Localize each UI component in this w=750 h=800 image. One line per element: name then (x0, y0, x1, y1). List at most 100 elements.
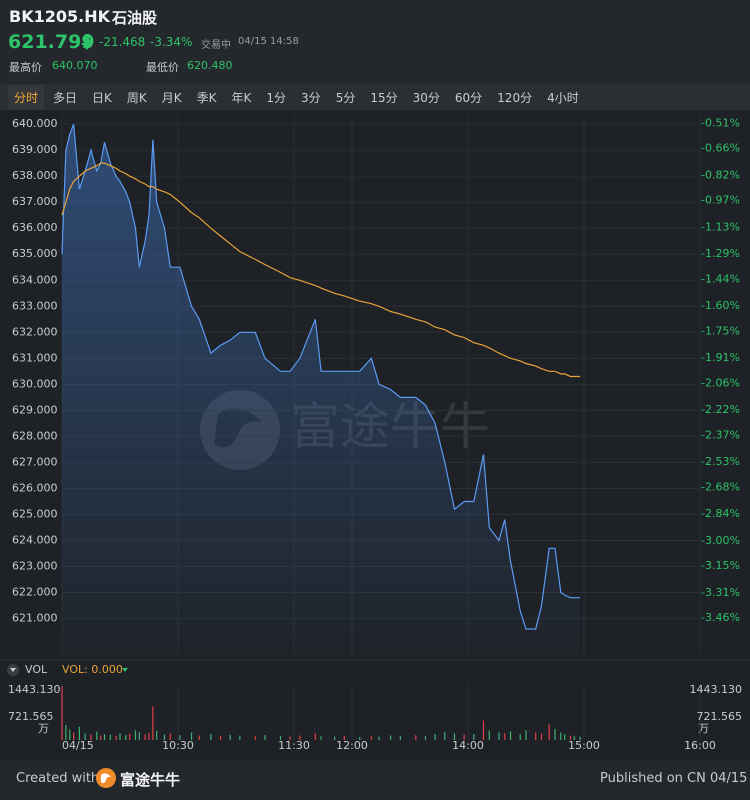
volume-bar (163, 734, 166, 740)
tab[interactable]: 3分 (301, 90, 321, 105)
volume-bar (125, 735, 127, 740)
y2-tick-label: -2.37% (701, 428, 740, 441)
volume-bar (65, 725, 67, 740)
y-tick-label: 636.000 (12, 221, 58, 234)
volume-bar (61, 686, 63, 740)
y-tick-label: 629.000 (12, 403, 58, 416)
y-tick-label: 626.000 (12, 481, 58, 494)
volume-bar (504, 733, 506, 740)
volume-bar (78, 726, 80, 740)
volume-bar (148, 732, 150, 740)
volume-bar (564, 734, 566, 740)
header: BK1205.HK 石油股 621.799 -21.468 -3.34% 交易中… (0, 0, 750, 84)
tab[interactable]: 1分 (266, 90, 287, 105)
volume-bar (343, 735, 345, 740)
change: -21.468 (99, 35, 146, 49)
price-line (61, 123, 581, 630)
y2-tick-label: -1.13% (701, 220, 740, 233)
volume-bar (119, 733, 121, 740)
tab[interactable]: 30分 (412, 90, 440, 105)
y2-tick-label: -0.82% (701, 168, 740, 181)
volume-bar (239, 735, 241, 740)
tab[interactable]: 5分 (335, 90, 356, 105)
tab[interactable]: 月K (161, 90, 182, 105)
y-tick-label: 634.000 (12, 273, 58, 286)
volume-bar (229, 734, 231, 740)
volume-bar (579, 736, 581, 740)
y2-tick-label: -3.15% (701, 559, 740, 572)
status: 交易中 (201, 40, 231, 51)
y-tick-label: 625.000 (12, 507, 58, 520)
volume-bar (69, 729, 71, 740)
y-tick-label: 621.000 (12, 612, 58, 625)
tab[interactable]: 周K (126, 90, 147, 105)
volume-bar (299, 735, 301, 740)
volume-bar (370, 736, 372, 740)
tab[interactable]: 分时 (8, 84, 45, 110)
y-tick-label: 721.565 (8, 710, 54, 723)
footer: Created with 富途牛牛 Published on CN 04/15 (0, 760, 750, 800)
volume-bar (144, 734, 146, 740)
volume-bar (434, 734, 436, 740)
tab[interactable]: 15分 (370, 90, 398, 105)
symbol: BK1205.HK (9, 7, 110, 26)
volume-bar (482, 720, 485, 740)
volume-bar (378, 736, 380, 740)
volume-bar (519, 734, 521, 740)
volume-bar (444, 731, 446, 740)
volume-bar (254, 736, 256, 740)
volume-bar (554, 728, 556, 740)
tab[interactable]: 60分 (454, 90, 483, 105)
y-tick-label: 628.000 (12, 429, 58, 442)
y2-tick-label: -3.00% (701, 534, 740, 547)
y2-tick-label: -0.97% (701, 194, 740, 207)
vol-indicator[interactable]: VOL: 0.000 (62, 663, 123, 676)
tab[interactable]: 季K (196, 90, 217, 105)
volume-bar (73, 732, 75, 740)
volume-bar (129, 733, 131, 740)
x-tick-label: 15:00 (568, 739, 600, 752)
x-tick-label: 04/15 (62, 739, 94, 752)
price: 621.799 (8, 31, 95, 53)
y-tick-label: 623.000 (12, 560, 58, 573)
tab[interactable]: 120分 (497, 90, 533, 105)
volume-bar (169, 733, 171, 740)
y-tick-label: 637.000 (12, 195, 58, 208)
y-tick-label: 622.000 (12, 586, 58, 599)
y-tick-label: 639.000 (12, 143, 58, 156)
y2-tick-label: -1.60% (701, 299, 740, 312)
created-with: Created with (16, 771, 100, 786)
y-tick-label: 1443.130 (8, 683, 61, 696)
y-tick-label: 633.000 (12, 299, 58, 312)
y-tick-label-right: 1443.130 (690, 683, 743, 696)
high: 640.070 (52, 59, 98, 72)
y-tick-label: 640.000 (12, 117, 58, 130)
low: 620.480 (187, 59, 233, 72)
y-tick-label: 624.000 (12, 533, 58, 546)
y-tick-label-right: 721.565 (697, 710, 743, 723)
volume-bar (473, 734, 475, 740)
y-tick-label: 632.000 (12, 325, 58, 338)
vol-label: VOL (25, 663, 48, 676)
y2-tick-label: -2.22% (701, 403, 740, 416)
tab[interactable]: 日K (92, 90, 112, 105)
x-tick-label: 11:30 (278, 739, 310, 752)
volume-bar (279, 735, 282, 740)
volume-bar (179, 735, 181, 740)
y2-tick-label: -1.75% (701, 324, 740, 337)
published: Published on CN 04/15 (600, 771, 748, 786)
tab[interactable]: 多日 (53, 90, 78, 105)
tab[interactable]: 年K (231, 90, 252, 105)
volume-bar (498, 732, 500, 740)
tab[interactable]: 4小时 (547, 90, 579, 105)
volume-bar (560, 732, 562, 740)
volume-bar (488, 730, 490, 740)
change-pct: -3.34% (150, 35, 193, 49)
y-tick-label: 638.000 (12, 169, 58, 182)
vol-dropdown[interactable] (122, 668, 128, 672)
y2-tick-label: -2.84% (701, 507, 740, 520)
y2-tick-label: -1.44% (701, 272, 740, 285)
vol-toggle-icon (10, 668, 16, 672)
volume-bar (198, 735, 200, 740)
